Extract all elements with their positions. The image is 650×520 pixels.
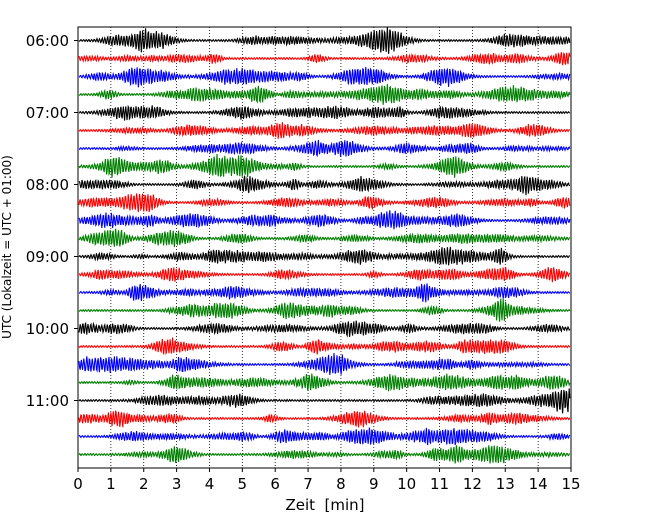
trace-row-2 [78,66,571,88]
trace-row-5 [78,122,570,139]
trace-row-23 [78,445,571,464]
plot-frame [77,26,572,469]
x-tick-label-6: 6 [270,475,280,493]
x-tick-label-12: 12 [463,475,482,493]
trace-row-8 [78,175,571,196]
x-tick-label-5: 5 [238,475,248,493]
trace-row-1 [78,52,571,66]
trace-row-17 [78,337,571,356]
x-tick-label-7: 7 [303,475,313,493]
x-tick-label-10: 10 [397,475,416,493]
trace-row-22 [78,427,571,446]
trace-row-0 [78,27,571,54]
x-tick-label-9: 9 [369,475,379,493]
x-tick-label-8: 8 [336,475,346,493]
x-tick-label-0: 0 [73,475,83,493]
x-axis-label: Zeit [min] [285,496,364,514]
y-axis-label: UTC (Lokalzeit = UTC + 01:00) [0,155,14,339]
y-tick-label-1: 07:00 [26,104,69,122]
x-tick-label-3: 3 [172,475,182,493]
x-tick-label-4: 4 [205,475,215,493]
trace-row-12 [78,246,570,266]
trace-row-20 [78,388,571,414]
trace-row-10 [78,210,571,230]
y-tick-label-0: 06:00 [26,32,69,50]
x-tick-label-1: 1 [106,475,116,493]
trace-row-19 [78,373,571,392]
trace-row-16 [78,320,571,338]
trace-row-14 [78,283,571,303]
y-axis-ticks: 06:00 07:00 08:00 09:00 10:00 11:00 [26,32,78,410]
y-tick-label-2: 08:00 [26,176,69,194]
trace-row-21 [78,410,571,428]
y-tick-label-4: 10:00 [26,320,69,338]
trace-row-7 [78,153,571,178]
y-tick-label-3: 09:00 [26,248,69,266]
trace-row-9 [78,193,571,213]
y-tick-label-5: 11:00 [26,392,69,410]
x-axis-ticks: 0 1 2 3 4 5 6 7 8 9 10 11 12 13 14 15 [73,468,581,493]
x-tick-label-11: 11 [430,475,449,493]
trace-row-18 [78,353,571,375]
trace-row-13 [78,266,571,283]
x-tick-label-13: 13 [496,475,515,493]
trace-row-4 [78,104,571,121]
trace-row-6 [78,139,571,158]
x-tick-label-15: 15 [561,475,580,493]
trace-row-11 [78,228,571,248]
x-tick-label-14: 14 [529,475,548,493]
seismogram-traces [78,27,571,464]
trace-row-15 [78,298,571,322]
x-tick-label-2: 2 [139,475,149,493]
trace-row-3 [78,83,571,105]
